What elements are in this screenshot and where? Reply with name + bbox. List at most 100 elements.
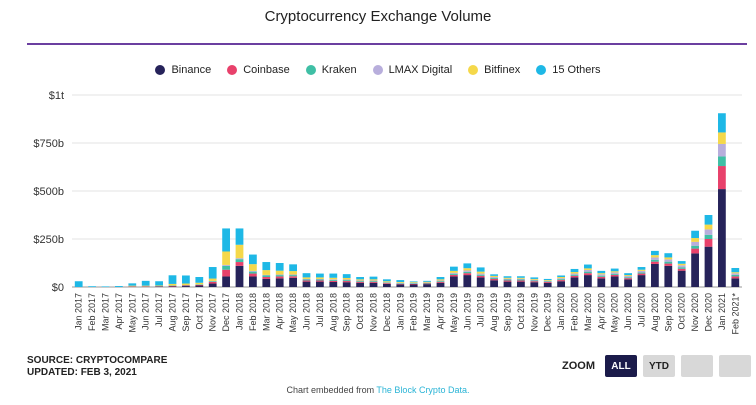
bar-segment-0 — [436, 282, 445, 287]
x-tick-label: Apr 2018 — [275, 293, 285, 330]
x-tick-label: Aug 2019 — [489, 293, 499, 332]
x-tick-label: Oct 2017 — [194, 293, 204, 330]
bar-segment-0 — [342, 282, 351, 287]
bar-segment-1 — [423, 283, 431, 285]
bar-segment-3 — [557, 278, 565, 280]
bar-segment-1 — [235, 262, 244, 266]
bar-segment-4 — [208, 278, 217, 281]
bar-segment-5 — [597, 270, 606, 274]
bar-segment-5 — [476, 267, 485, 272]
bar-segment-0 — [530, 282, 539, 287]
zoom-all-button[interactable]: ALL — [605, 355, 637, 377]
bar-segment-4 — [383, 281, 391, 283]
bar-segment-2 — [342, 280, 351, 282]
bar-segment-0 — [383, 283, 391, 287]
bar-segment-0 — [664, 265, 673, 287]
embed-note: Chart embedded from The Block Crypto Dat… — [0, 385, 756, 395]
bar-segment-0 — [423, 284, 431, 287]
bar-segment-4 — [637, 269, 646, 271]
x-tick-label: Oct 2020 — [677, 293, 687, 330]
bar-segment-4 — [235, 244, 244, 259]
legend-item-4[interactable]: Bitfinex — [468, 64, 520, 76]
bar-segment-4 — [651, 255, 659, 258]
bar-segment-4 — [249, 264, 257, 271]
bar-segment-1 — [262, 277, 271, 279]
x-tick-label: Aug 2017 — [168, 293, 178, 332]
bar-segment-0 — [543, 282, 552, 287]
x-tick-label: Dec 2017 — [221, 293, 231, 332]
bar-segment-4 — [155, 285, 163, 287]
bar-segment-1 — [584, 273, 592, 276]
bar-segment-5 — [182, 275, 190, 284]
legend-item-0[interactable]: Binance — [155, 64, 211, 76]
bar-segment-4 — [557, 277, 565, 279]
bar-segment-3 — [490, 277, 498, 278]
bar-segment-2 — [637, 272, 646, 274]
bar-segment-0 — [517, 281, 525, 287]
x-tick-label: Mar 2018 — [261, 293, 271, 331]
embed-link[interactable]: The Block Crypto Data. — [376, 385, 470, 395]
bar-segment-2 — [316, 279, 324, 281]
y-tick-label: $750b — [33, 138, 64, 150]
legend-swatch — [536, 65, 547, 75]
bar-segment-2 — [704, 234, 713, 239]
bar-segment-2 — [329, 279, 338, 281]
legend-item-2[interactable]: Kraken — [305, 64, 357, 76]
bar-segment-0 — [195, 285, 204, 287]
zoom-extra-button-1[interactable] — [681, 355, 713, 377]
bar-segment-2 — [691, 245, 699, 249]
legend-swatch — [305, 65, 316, 75]
x-tick-label: Jun 2018 — [302, 293, 312, 330]
bar-segment-5 — [610, 268, 619, 272]
bar-segment-3 — [624, 276, 632, 278]
bar-segment-1 — [597, 276, 606, 279]
x-tick-label: Sep 2018 — [342, 293, 352, 332]
bar-segment-5 — [396, 280, 405, 283]
x-tick-label: Oct 2019 — [516, 293, 526, 330]
bar-segment-0 — [503, 281, 512, 287]
bar-segment-1 — [222, 269, 230, 277]
y-tick-label: $500b — [33, 186, 64, 198]
bar-segment-3 — [302, 278, 311, 280]
bar-segment-5 — [101, 286, 110, 287]
y-tick-label: $250b — [33, 234, 64, 246]
bar-segment-0 — [476, 277, 485, 287]
x-tick-label: Aug 2018 — [328, 293, 338, 332]
bar-segment-4 — [141, 285, 150, 287]
x-tick-label: Nov 2020 — [690, 293, 700, 332]
bar-segment-1 — [543, 282, 552, 283]
bar-segment-3 — [704, 229, 713, 235]
bar-segment-0 — [302, 281, 311, 287]
bar-segment-2 — [262, 275, 271, 278]
bar-segment-5 — [543, 278, 552, 281]
bar-segment-5 — [463, 263, 472, 269]
bar-segment-5 — [637, 267, 646, 270]
x-tick-label: May 2020 — [610, 293, 620, 333]
bar-segment-5 — [369, 276, 378, 280]
legend-item-1[interactable]: Coinbase — [227, 64, 290, 76]
bar-segment-1 — [463, 273, 472, 276]
bar-segment-1 — [651, 261, 659, 264]
zoom-ytd-button[interactable]: YTD — [643, 355, 675, 377]
zoom-extra-button-2[interactable] — [719, 355, 751, 377]
bar-segment-2 — [275, 275, 284, 277]
bar-segment-3 — [597, 274, 606, 276]
bar-segment-5 — [208, 267, 217, 279]
bar-segment-0 — [677, 270, 686, 287]
legend-label: Coinbase — [243, 64, 290, 76]
bar-segment-0 — [369, 282, 378, 287]
bar-segment-5 — [329, 273, 338, 278]
legend-item-3[interactable]: LMAX Digital — [372, 64, 452, 76]
bar-segment-0 — [597, 278, 606, 287]
bar-segment-1 — [624, 278, 632, 280]
bar-segment-2 — [383, 282, 391, 284]
legend-label: Kraken — [321, 64, 357, 76]
bar-segment-3 — [356, 280, 364, 282]
legend-item-5[interactable]: 15 Others — [536, 64, 601, 76]
bar-segment-4 — [436, 279, 445, 281]
bar-segment-3 — [731, 273, 740, 275]
bar-segment-0 — [570, 277, 579, 287]
bar-segment-5 — [450, 266, 458, 271]
bar-segment-4 — [396, 282, 405, 283]
bar-segment-4 — [597, 273, 606, 275]
